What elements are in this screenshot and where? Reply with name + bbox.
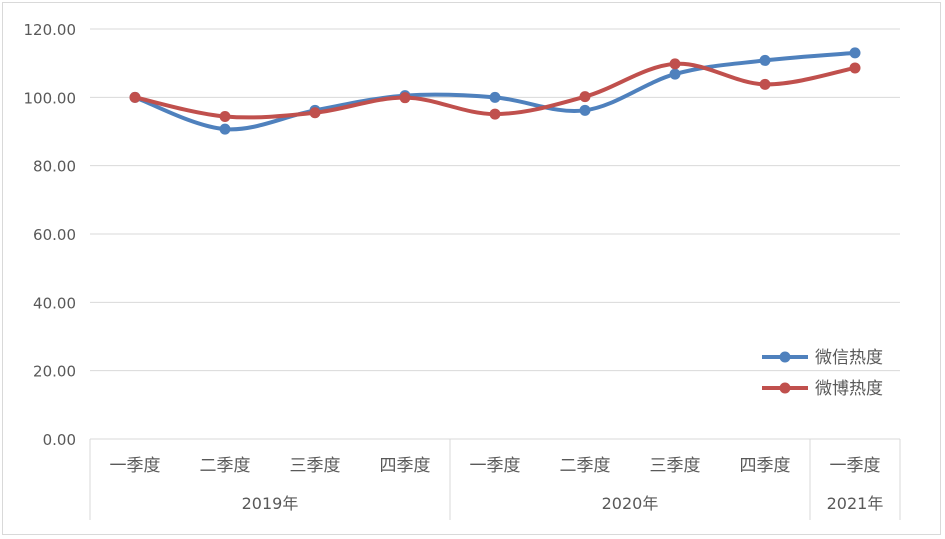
data-point (489, 108, 501, 120)
gridlines (90, 28, 900, 440)
x-tick-label: 四季度 (380, 456, 431, 476)
y-tick-label: 0.00 (43, 431, 76, 449)
data-point (669, 68, 681, 80)
legend-label: 微信热度 (815, 348, 883, 368)
data-point (129, 91, 141, 103)
legend-marker (779, 382, 791, 394)
y-tick-label: 20.00 (33, 363, 76, 381)
data-point (759, 54, 771, 66)
y-tick-label: 100.00 (24, 89, 77, 107)
data-point (759, 78, 771, 90)
y-axis-tick-labels: 0.00 20.00 40.00 60.00 80.00 100.00 120.00 (24, 21, 77, 449)
x-tick-label: 三季度 (650, 456, 701, 476)
x-tick-label: 三季度 (290, 456, 341, 476)
x-tick-label: 一季度 (830, 456, 881, 476)
data-point (849, 62, 861, 74)
x-tick-label: 四季度 (740, 456, 791, 476)
data-point (579, 91, 591, 103)
legend-marker (779, 351, 791, 363)
x-tick-label: 二季度 (560, 456, 611, 476)
x-tick-label: 二季度 (200, 456, 251, 476)
data-point (579, 104, 591, 116)
y-tick-label: 120.00 (24, 21, 77, 39)
data-point (309, 107, 321, 119)
x-axis: 一季度 二季度 三季度 四季度 一季度 二季度 三季度 四季度 一季度 2019年 2020年 202… (89, 439, 901, 520)
x-group-label: 2020年 (602, 494, 659, 513)
x-tick-label: 一季度 (470, 456, 521, 476)
data-point (669, 58, 681, 70)
data-point (219, 110, 231, 122)
y-tick-label: 40.00 (33, 294, 76, 312)
data-point (219, 123, 231, 135)
y-tick-label: 80.00 (33, 158, 76, 176)
data-point (849, 47, 861, 59)
x-group-label: 2019年 (242, 494, 299, 513)
x-group-label: 2021年 (827, 494, 884, 513)
data-point (489, 91, 501, 103)
legend-label: 微博热度 (815, 379, 883, 399)
y-tick-label: 60.00 (33, 226, 76, 244)
x-tick-label: 一季度 (110, 456, 161, 476)
data-point (399, 92, 411, 104)
series-lines (129, 47, 861, 135)
